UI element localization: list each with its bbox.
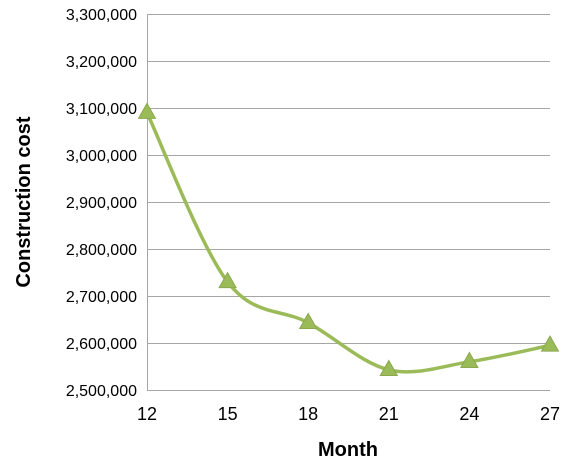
series-layer [137, 102, 560, 376]
x-tick-label: 24 [459, 404, 479, 424]
y-axis-title: Construction cost [13, 116, 35, 287]
x-tick-label: 27 [540, 404, 560, 424]
data-point-marker [137, 102, 157, 119]
y-tick-label: 2,500,000 [66, 383, 137, 400]
y-tick-label: 2,600,000 [66, 336, 137, 353]
x-tick-label: 21 [379, 404, 399, 424]
y-tick-label: 2,700,000 [66, 289, 137, 306]
x-tick-label: 15 [218, 404, 238, 424]
y-tick-label: 3,000,000 [66, 148, 137, 165]
x-axis-title: Month [318, 439, 378, 461]
y-tick-label: 3,300,000 [66, 7, 137, 24]
data-point-marker [298, 312, 318, 329]
data-point-marker [460, 351, 479, 368]
data-point-marker [540, 335, 560, 352]
data-point-marker [218, 271, 237, 289]
y-tick-label: 2,900,000 [66, 195, 137, 212]
x-tick-label: 18 [298, 404, 318, 424]
y-tick-label: 2,800,000 [66, 242, 137, 259]
y-tick-label: 3,100,000 [66, 101, 137, 118]
axes [147, 14, 550, 391]
data-point-marker [379, 359, 399, 376]
x-tick-label: 12 [137, 404, 157, 424]
y-tick-label: 3,200,000 [66, 54, 137, 71]
x-axis-tick-labels: 12 15 18 21 24 27 [137, 404, 560, 424]
y-axis-tick-labels: 2,500,000 2,600,000 2,700,000 2,800,000 2,90… [66, 7, 137, 400]
series-line [145, 110, 552, 374]
gridlines [147, 14, 550, 344]
